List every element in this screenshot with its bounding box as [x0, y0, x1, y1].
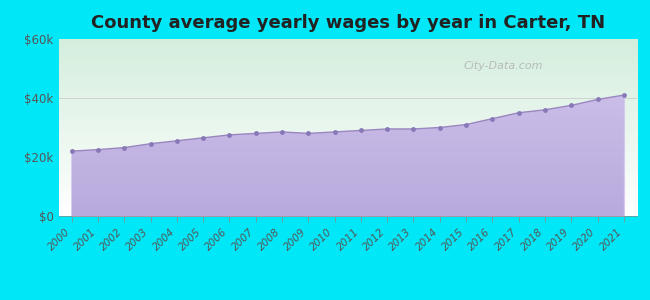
Title: County average yearly wages by year in Carter, TN: County average yearly wages by year in C… [91, 14, 604, 32]
Text: City-Data.com: City-Data.com [463, 61, 543, 70]
